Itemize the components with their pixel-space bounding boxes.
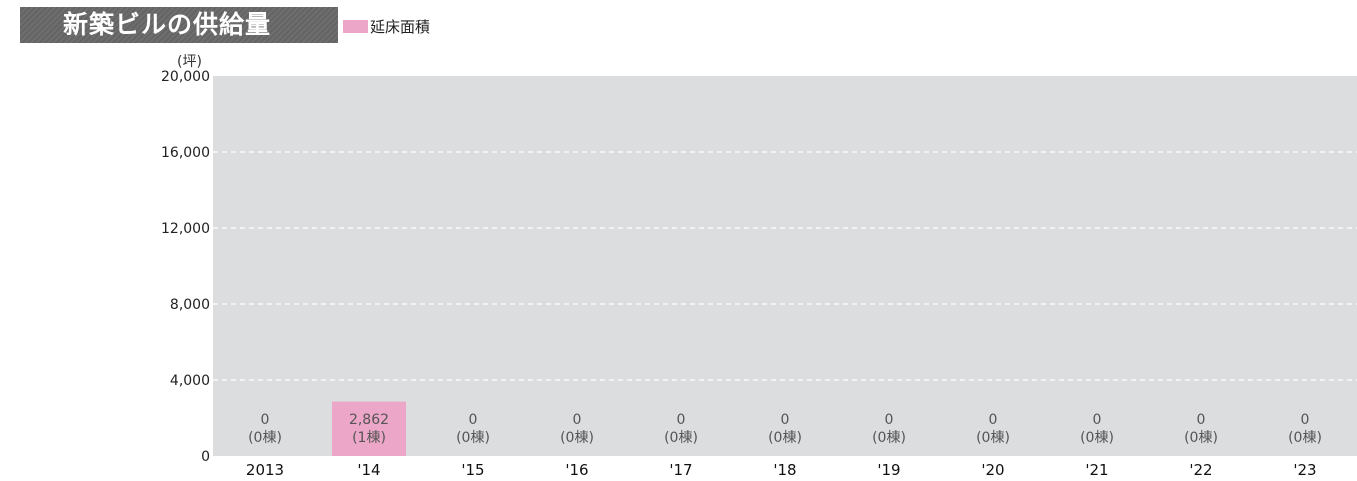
chart-title: 新築ビルの供給量: [63, 10, 272, 39]
data-label-count: (0棟): [976, 430, 1010, 446]
data-label-count: (0棟): [872, 430, 906, 446]
x-tick-label: '22: [1189, 461, 1212, 479]
x-tick-label: '19: [877, 461, 900, 479]
data-label-value: 0: [469, 412, 478, 428]
grid-lines: [213, 151, 1357, 381]
legend-label-floor-area: 延床面積: [370, 18, 431, 36]
data-label-value: 0: [989, 412, 998, 428]
y-tick-label: 8,000: [170, 297, 210, 313]
x-tick-label: '17: [669, 461, 692, 479]
y-axis-unit-label: (坪): [177, 54, 202, 70]
x-tick-label: '16: [565, 461, 588, 479]
y-tick-label: 16,000: [161, 145, 210, 161]
x-tick-label: '20: [981, 461, 1004, 479]
bar: [332, 401, 406, 456]
data-label-count: (0棟): [1184, 430, 1218, 446]
y-tick-label: 0: [201, 449, 210, 465]
data-label-value: 0: [677, 412, 686, 428]
x-tick-label: '21: [1085, 461, 1108, 479]
data-label-count: (0棟): [560, 430, 594, 446]
y-tick-label: 4,000: [170, 373, 210, 389]
data-label-value: 0: [573, 412, 582, 428]
data-label-value: 2,862: [349, 412, 389, 428]
data-label-value: 0: [1093, 412, 1102, 428]
data-labels: 0 (0棟) 2,862 (1棟) 0 (0棟) 0 (0棟) 0 (0棟) 0 (0棟) 0 (0棟) 0…: [248, 412, 1322, 446]
data-label-value: 0: [781, 412, 790, 428]
data-label-count: (0棟): [1080, 430, 1114, 446]
chart-title-banner: [20, 7, 338, 43]
x-tick-label: 2013: [246, 461, 284, 479]
bars: [332, 401, 406, 456]
data-label-count: (0棟): [768, 430, 802, 446]
plot-area: [213, 76, 1357, 456]
x-tick-label: '14: [357, 461, 380, 479]
data-label-count: (0棟): [1288, 430, 1322, 446]
x-axis-ticks: 2013 '14 '15 '16 '17 '18 '19 '20 '21 '22 '23: [246, 461, 1317, 479]
data-label-count: (0棟): [456, 430, 490, 446]
y-tick-label: 20,000: [161, 69, 210, 85]
data-label-count: (0棟): [664, 430, 698, 446]
x-tick-label: '18: [773, 461, 796, 479]
data-label-count: (0棟): [248, 430, 282, 446]
data-label-count: (1棟): [352, 430, 386, 446]
x-tick-label: '15: [461, 461, 484, 479]
x-tick-label: '23: [1293, 461, 1316, 479]
data-label-value: 0: [1301, 412, 1310, 428]
data-label-value: 0: [261, 412, 270, 428]
data-label-value: 0: [885, 412, 894, 428]
y-tick-label: 12,000: [161, 221, 210, 237]
legend-swatch-floor-area: [343, 20, 368, 33]
data-label-value: 0: [1197, 412, 1206, 428]
y-axis-ticks: 0 4,000 8,000 12,000 16,000 20,000: [161, 69, 210, 465]
